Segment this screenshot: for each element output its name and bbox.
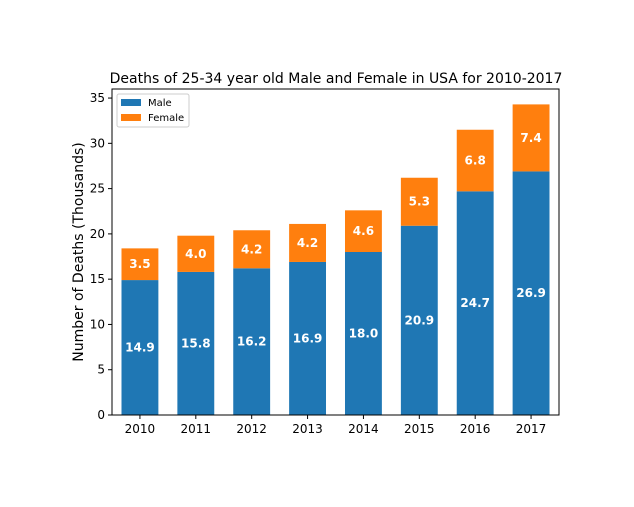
bar-female-2015 (400, 177, 438, 226)
x-tick-label-2017: 2017 (516, 422, 547, 436)
x-tick-label-2010: 2010 (125, 422, 156, 436)
y-tick-label-25: 25 (90, 182, 105, 196)
data-label-male-2013: 16.9 (293, 331, 323, 345)
data-label-male-2016: 24.7 (460, 296, 490, 310)
plot-frame (111, 88, 560, 416)
bar-male-2013 (289, 261, 327, 415)
bar-female-2010 (121, 248, 159, 281)
x-tick-label-2015: 2015 (404, 422, 435, 436)
bar-male-2016 (456, 191, 494, 415)
legend: Male Female (116, 93, 190, 128)
bar-female-2011 (177, 235, 215, 272)
x-tick-label-2011: 2011 (181, 422, 212, 436)
data-label-male-2014: 18.0 (349, 327, 379, 341)
data-label-female-2016: 6.8 (465, 154, 486, 168)
y-tick-label-10: 10 (90, 317, 105, 331)
data-label-male-2011: 15.8 (181, 336, 211, 350)
data-label-male-2017: 26.9 (516, 286, 546, 300)
y-axis-label: Number of Deaths (Thousands) (71, 142, 87, 361)
axes-group: 0 5 10 15 20 25 30 35 2010 2011 2012 2013 2014 2015 20… (90, 88, 560, 436)
y-tick-label-20: 20 (90, 227, 105, 241)
bar-male-2017 (512, 171, 550, 415)
data-label-male-2010: 14.9 (125, 341, 155, 355)
x-tick-label-2013: 2013 (292, 422, 323, 436)
bar-female-2012 (233, 230, 271, 269)
legend-swatch-female (121, 114, 141, 121)
x-tick-label-2014: 2014 (348, 422, 379, 436)
bar-male-2010 (121, 280, 159, 415)
legend-label-male: Male (148, 98, 172, 109)
legend-swatch-male (121, 99, 141, 106)
bar-female-2013 (289, 223, 327, 262)
bar-male-2011 (177, 271, 215, 415)
bar-female-2014 (344, 210, 382, 252)
x-tick-label-2016: 2016 (460, 422, 491, 436)
data-label-female-2010: 3.5 (129, 257, 150, 271)
bar-male-2015 (400, 225, 438, 415)
chart-title: Deaths of 25-34 year old Male and Female… (110, 71, 563, 87)
y-tick-label-35: 35 (90, 91, 105, 105)
y-tick-label-0: 0 (97, 408, 105, 422)
y-tick-label-15: 15 (90, 272, 105, 286)
data-label-female-2015: 5.3 (409, 195, 430, 209)
y-tick-label-30: 30 (90, 136, 105, 150)
data-label-female-2012: 4.2 (241, 242, 262, 256)
x-tick-label-2012: 2012 (236, 422, 267, 436)
bar-female-2016 (456, 129, 494, 192)
data-label-male-2015: 20.9 (405, 313, 435, 327)
data-label-female-2014: 4.6 (353, 224, 374, 238)
bar-female-2017 (512, 104, 550, 172)
bar-male-2012 (233, 268, 271, 415)
bar-male-2014 (344, 252, 382, 415)
data-label-male-2012: 16.2 (237, 335, 267, 349)
y-tick-label-5: 5 (97, 363, 105, 377)
legend-label-female: Female (148, 113, 184, 124)
data-label-female-2013: 4.2 (297, 236, 318, 250)
data-label-female-2011: 4.0 (185, 247, 206, 261)
data-label-female-2017: 7.4 (520, 131, 541, 145)
bars-group: 14.9 3.5 15.8 4.0 16.2 4.2 16.9 4.2 18.0 4.6 20.9 5… (121, 104, 550, 415)
